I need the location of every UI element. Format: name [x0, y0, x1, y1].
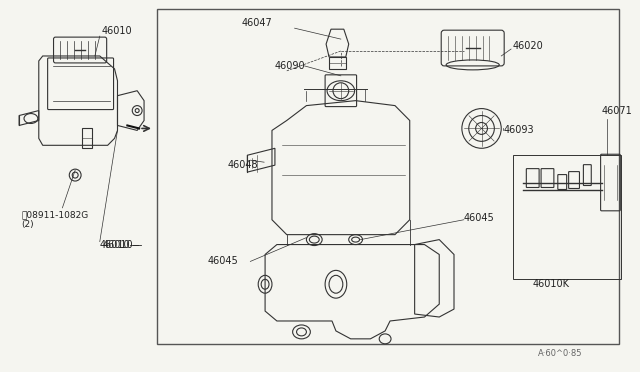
Text: A·60^0·85: A·60^0·85: [538, 349, 582, 358]
Text: ⓝ08911-1082G
(2): ⓝ08911-1082G (2): [21, 210, 88, 230]
Text: 46071: 46071: [602, 106, 632, 116]
Text: 46010: 46010: [102, 26, 132, 36]
Bar: [329, 57, 346, 69]
Text: 46047: 46047: [241, 18, 272, 28]
Text: 46048: 46048: [228, 160, 259, 170]
Text: 46093: 46093: [503, 125, 534, 135]
Text: 46020: 46020: [513, 41, 544, 51]
Text: 46010—: 46010—: [100, 240, 140, 250]
Text: 46045: 46045: [464, 213, 495, 223]
Text: 46090: 46090: [275, 61, 305, 71]
Text: 46010K: 46010K: [532, 279, 570, 289]
Text: 46010—: 46010—: [103, 240, 143, 250]
Text: 46045: 46045: [208, 256, 239, 266]
